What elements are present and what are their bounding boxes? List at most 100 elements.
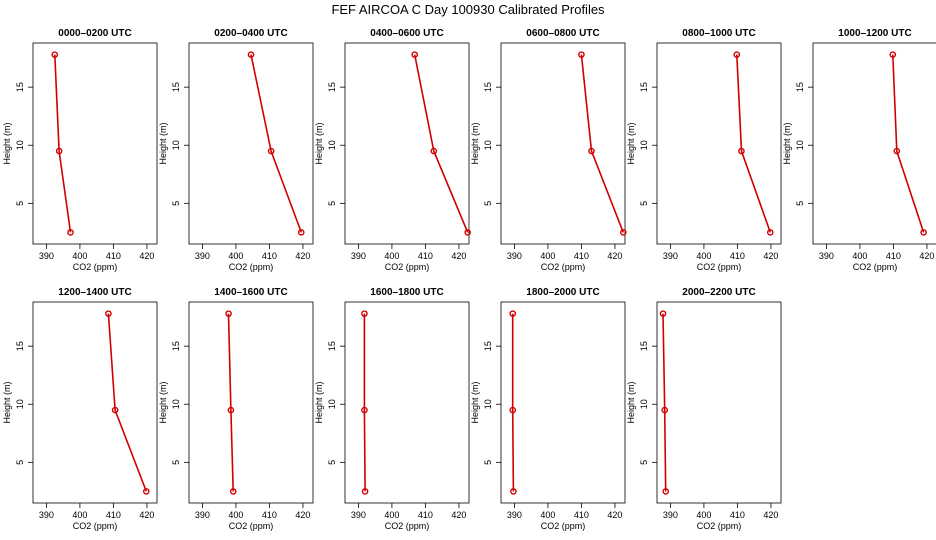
data-point (361, 406, 368, 414)
x-tick-label: 410 (262, 251, 277, 261)
data-point (229, 488, 237, 495)
x-tick-label: 390 (39, 251, 54, 261)
x-tick-label: 390 (663, 510, 678, 520)
plot-frame (344, 42, 470, 245)
profile-line (107, 313, 148, 492)
x-tick-label: 410 (730, 251, 745, 261)
profile-line (580, 54, 625, 233)
panel-title: 1000–1200 UTC (838, 28, 911, 39)
x-tick-label: 390 (195, 251, 210, 261)
data-point (920, 229, 927, 236)
x-tick-label: 400 (696, 251, 711, 261)
data-point (893, 147, 901, 155)
x-tick-label: 400 (384, 510, 399, 520)
x-tick-label: 400 (72, 510, 87, 520)
profile-line (227, 313, 234, 492)
data-point (225, 310, 232, 317)
x-tick-label: 400 (696, 510, 711, 520)
plot-frame (344, 301, 470, 504)
y-axis-label: Height (m) (158, 381, 168, 423)
x-tick-label: 390 (819, 251, 834, 261)
y-tick-label: 15 (483, 341, 493, 351)
y-tick-label: 15 (795, 82, 805, 92)
panel-title: 0000–0200 UTC (58, 28, 131, 39)
data-point (267, 147, 275, 155)
y-tick-label: 5 (327, 460, 337, 465)
profile-line (413, 54, 469, 233)
x-axis-label: CO2 (ppm) (697, 521, 742, 531)
x-tick-label: 420 (451, 510, 466, 520)
x-axis-label: CO2 (ppm) (541, 521, 586, 531)
data-point (889, 51, 897, 58)
x-tick-label: 390 (507, 510, 522, 520)
x-tick-label: 390 (351, 251, 366, 261)
y-tick-label: 10 (483, 399, 493, 409)
data-point (430, 147, 438, 155)
x-axis-label: CO2 (ppm) (385, 521, 430, 531)
y-tick-label: 15 (327, 82, 337, 92)
x-tick-label: 390 (351, 510, 366, 520)
data-point (509, 310, 517, 317)
panel-title: 0600–0800 UTC (526, 28, 599, 39)
y-axis-label: Height (m) (314, 122, 324, 164)
y-tick-label: 5 (639, 201, 649, 206)
y-tick-label: 15 (639, 82, 649, 92)
y-tick-label: 10 (639, 140, 649, 150)
x-tick-label: 390 (39, 510, 54, 520)
y-axis-label: Height (m) (314, 381, 324, 423)
y-tick-label: 10 (15, 140, 25, 150)
y-tick-label: 10 (639, 399, 649, 409)
x-tick-label: 410 (574, 510, 589, 520)
y-tick-label: 10 (795, 140, 805, 150)
x-axis-label: CO2 (ppm) (229, 521, 274, 531)
panel: 1000–1200 UTC 390 400 410 420 5 10 15 CO2 (ppm) H… (782, 28, 936, 272)
y-tick-label: 10 (15, 399, 25, 409)
panel: 0200–0400 UTC 390 400 410 420 5 10 15 CO2 (ppm) H… (158, 28, 314, 272)
x-axis-label: CO2 (ppm) (73, 262, 118, 272)
y-axis-label: Height (m) (2, 381, 12, 423)
x-axis-label: CO2 (ppm) (73, 521, 118, 531)
y-axis-label: Height (m) (158, 122, 168, 164)
x-tick-label: 410 (418, 510, 433, 520)
x-tick-label: 410 (730, 510, 745, 520)
plot-frame (500, 301, 626, 504)
x-tick-label: 400 (72, 251, 87, 261)
x-tick-label: 420 (139, 510, 154, 520)
data-point (578, 51, 585, 58)
x-tick-label: 420 (139, 251, 154, 261)
data-point (661, 406, 669, 414)
plot-frame (812, 42, 936, 245)
x-axis-label: CO2 (ppm) (385, 262, 430, 272)
y-tick-label: 15 (15, 341, 25, 351)
plot-frame (656, 42, 782, 245)
x-tick-label: 390 (507, 251, 522, 261)
data-point (227, 406, 235, 414)
y-tick-label: 10 (327, 399, 337, 409)
x-tick-label: 390 (195, 510, 210, 520)
y-tick-label: 10 (483, 140, 493, 150)
data-point (733, 51, 741, 58)
data-point (411, 51, 419, 58)
data-point (766, 229, 774, 236)
y-tick-label: 15 (171, 341, 181, 351)
x-tick-label: 400 (852, 251, 867, 261)
profile-line (662, 313, 667, 492)
y-tick-label: 5 (15, 460, 25, 465)
x-tick-label: 420 (295, 510, 310, 520)
data-point (662, 488, 670, 495)
x-axis-label: CO2 (ppm) (541, 262, 586, 272)
y-tick-label: 10 (171, 399, 181, 409)
x-tick-label: 410 (106, 251, 121, 261)
y-tick-label: 5 (15, 201, 25, 206)
y-axis-label: Height (m) (626, 381, 636, 423)
panel: 1200–1400 UTC 390 400 410 420 5 10 15 CO2 (ppm) H… (2, 287, 158, 531)
y-axis-label: Height (m) (782, 122, 792, 164)
data-point (738, 147, 745, 155)
x-tick-label: 410 (886, 251, 901, 261)
x-tick-label: 420 (295, 251, 310, 261)
profile-line (511, 313, 515, 492)
profile-line (736, 54, 772, 233)
x-tick-label: 400 (384, 251, 399, 261)
data-point (142, 488, 150, 495)
x-tick-label: 400 (540, 510, 555, 520)
